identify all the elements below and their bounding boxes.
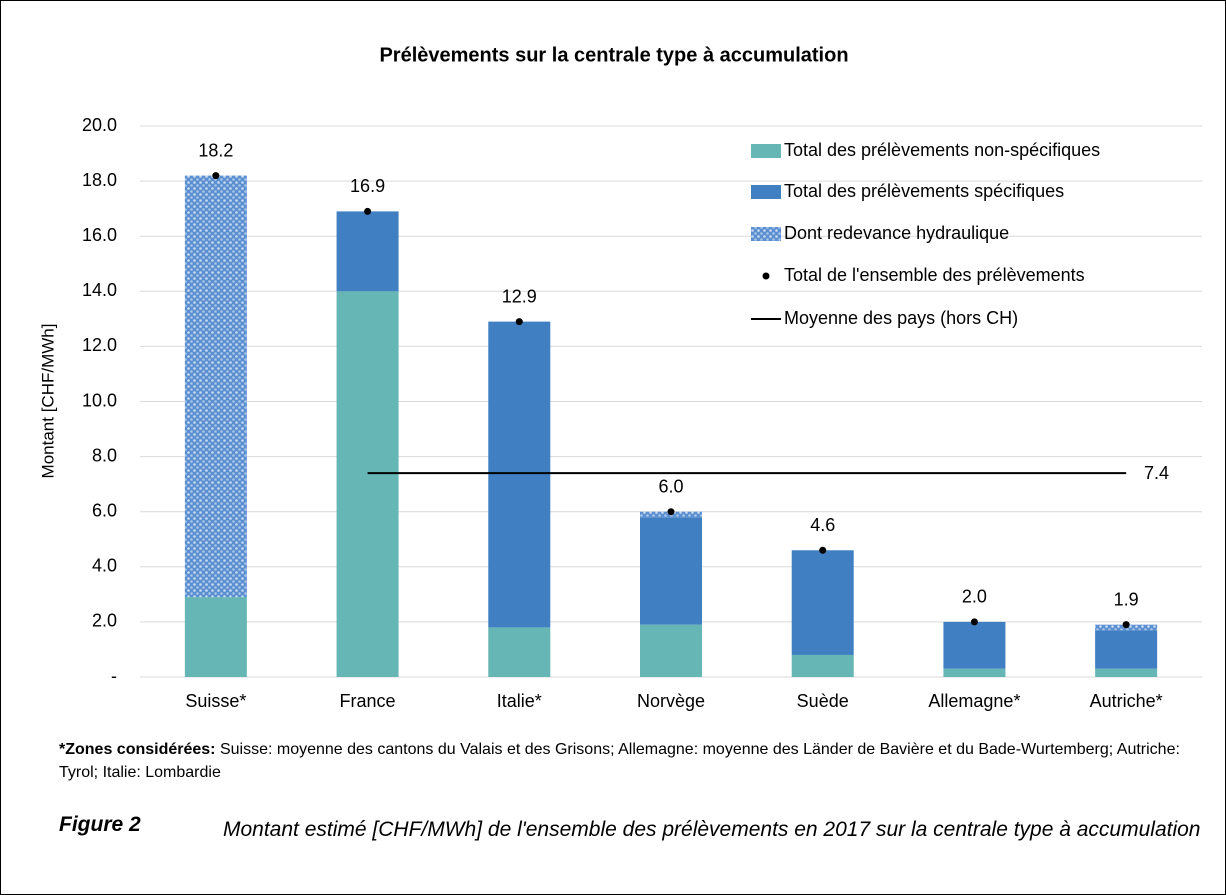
y-tick-label: 8.0 [92, 445, 117, 465]
chart-title: Prélèvements sur la centrale type à accu… [379, 44, 848, 66]
bar-segment [488, 321, 551, 628]
figure-caption: Montant estimé [CHF/MWh] de l'ensemble d… [223, 818, 1201, 841]
legend-swatch [751, 144, 781, 158]
bar-segment [488, 627, 551, 677]
total-label: 18.2 [198, 140, 233, 160]
bar-segment [1095, 630, 1158, 669]
bar-segment [184, 597, 247, 677]
footnote-text: Suisse: moyenne des cantons du Valais et… [59, 741, 1180, 781]
figure-label: Figure 2 [59, 813, 141, 836]
legend-dot [762, 272, 770, 280]
y-tick-label: 18.0 [82, 170, 117, 190]
y-tick-label: 12.0 [82, 335, 117, 355]
legend-label: Total des prélèvements non-spécifiques [784, 140, 1100, 160]
y-tick-label: 6.0 [92, 500, 117, 520]
y-tick-label: 10.0 [82, 390, 117, 410]
bar-segment [640, 517, 702, 625]
x-tick-label: France [340, 691, 396, 711]
footnote: *Zones considérées: Suisse: moyenne des … [59, 738, 1209, 784]
bar-segment [943, 668, 1006, 677]
x-tick-label: Autriche* [1090, 691, 1163, 711]
bar-segment [943, 621, 1006, 669]
y-axis-label: Montant [CHF/MWh] [38, 324, 57, 479]
bar-segment [336, 291, 399, 677]
total-dot [970, 618, 978, 626]
x-tick-label: Suisse* [185, 691, 246, 711]
x-tick-label: Norvège [637, 691, 705, 711]
x-tick-label: Suède [797, 691, 849, 711]
total-label: 4.6 [810, 515, 835, 535]
bar-segment [791, 550, 854, 655]
total-label: 1.9 [1114, 589, 1139, 609]
legend-swatch [751, 185, 781, 199]
total-dot [667, 508, 675, 516]
bar-segment [1095, 668, 1158, 677]
bar-segment [791, 654, 854, 677]
total-dot [1122, 621, 1130, 629]
legend-swatch [751, 227, 781, 241]
y-tick-label: 4.0 [92, 556, 117, 576]
y-tick-label: 2.0 [92, 611, 117, 631]
total-dot [212, 172, 220, 180]
y-tick-label: 16.0 [82, 225, 117, 245]
bar-segment [184, 175, 247, 598]
y-tick-label: 20.0 [82, 115, 117, 135]
y-tick-label: - [111, 666, 117, 686]
total-dot [819, 546, 827, 554]
total-label: 12.9 [502, 286, 537, 306]
total-label: 6.0 [658, 476, 683, 496]
bar-segment [640, 624, 702, 677]
y-tick-label: 14.0 [82, 280, 117, 300]
legend-label: Total de l'ensemble des prélèvements [784, 265, 1085, 285]
x-tick-label: Italie* [497, 691, 542, 711]
legend-label: Dont redevance hydraulique [784, 223, 1009, 243]
average-label: 7.4 [1144, 463, 1169, 483]
chart: Prélèvements sur la centrale type à accu… [38, 44, 1202, 711]
bar-segment [336, 211, 399, 292]
x-tick-label: Allemagne* [928, 691, 1020, 711]
legend-label: Moyenne des pays (hors CH) [784, 308, 1018, 328]
total-label: 2.0 [962, 587, 987, 607]
legend-label: Total des prélèvements spécifiques [784, 181, 1064, 201]
total-label: 16.9 [350, 176, 385, 196]
total-dot [364, 207, 372, 215]
footnote-label: *Zones considérées: [59, 741, 216, 758]
total-dot [515, 318, 523, 326]
